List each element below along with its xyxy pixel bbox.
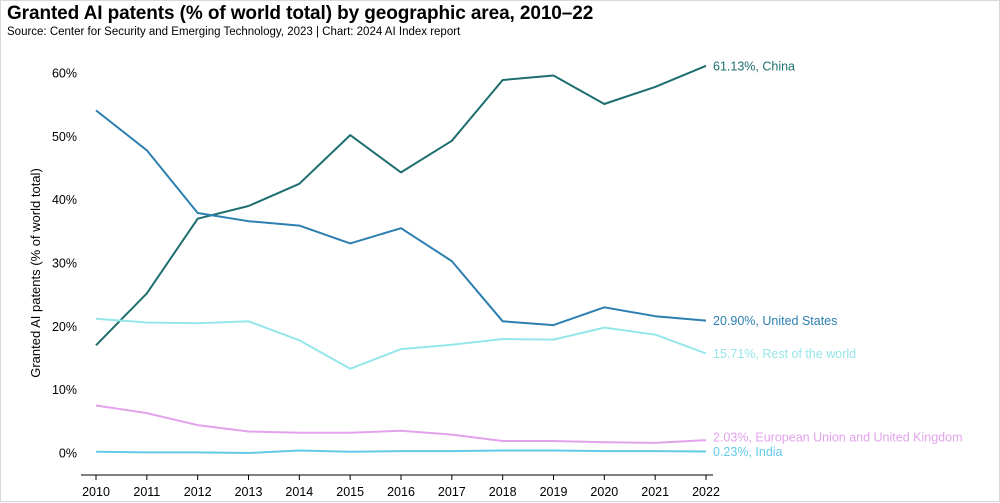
x-tick-label: 2010 bbox=[82, 485, 110, 499]
x-tick-label: 2016 bbox=[387, 485, 415, 499]
x-tick-label: 2017 bbox=[438, 485, 466, 499]
x-tick-label: 2015 bbox=[336, 485, 364, 499]
series-line-rest-of-the-world bbox=[95, 317, 707, 370]
x-tick-label: 2019 bbox=[540, 485, 568, 499]
series-line-india bbox=[95, 449, 707, 454]
x-tick-label: 2022 bbox=[692, 485, 720, 499]
y-tick-label: 40% bbox=[52, 193, 77, 207]
end-label-european-union-and-united-kingdom: 2.03%, European Union and United Kingdom bbox=[713, 431, 962, 445]
y-tick-label: 50% bbox=[52, 130, 77, 144]
series-line-china bbox=[95, 64, 707, 346]
y-tick-label: 60% bbox=[52, 67, 77, 81]
x-tick-label: 2014 bbox=[285, 485, 313, 499]
y-tick-label: 20% bbox=[52, 320, 77, 334]
x-tick-label: 2012 bbox=[184, 485, 212, 499]
x-tick-label: 2013 bbox=[235, 485, 263, 499]
x-tick-label: 2021 bbox=[641, 485, 669, 499]
end-label-united-states: 20.90%, United States bbox=[713, 314, 837, 328]
chart-subtitle: Source: Center for Security and Emerging… bbox=[7, 26, 461, 38]
end-label-china: 61.13%, China bbox=[713, 59, 795, 73]
x-tick-label: 2018 bbox=[489, 485, 517, 499]
y-tick-label: 30% bbox=[52, 257, 77, 271]
y-tick-label: 0% bbox=[59, 447, 77, 461]
y-tick-label: 10% bbox=[52, 383, 77, 397]
series-line-european-union-and-united-kingdom bbox=[95, 404, 707, 444]
end-label-rest-of-the-world: 15.71%, Rest of the world bbox=[713, 347, 856, 361]
y-axis-label: Granted AI patents (% of world total) bbox=[28, 168, 43, 378]
x-tick-label: 2011 bbox=[133, 485, 160, 499]
end-label-india: 0.23%, India bbox=[713, 445, 783, 459]
series-line-united-states bbox=[95, 109, 707, 327]
chart-title: Granted AI patents (% of world total) by… bbox=[7, 3, 594, 24]
x-tick-label: 2020 bbox=[590, 485, 618, 499]
